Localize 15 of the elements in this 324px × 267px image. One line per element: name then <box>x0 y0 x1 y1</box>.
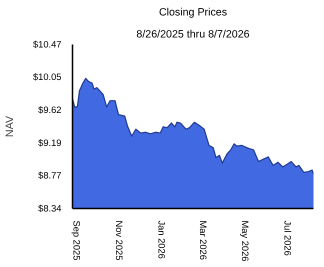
y-tick-label: $9.62 <box>38 104 62 115</box>
x-tick-label: Jan 2026 <box>156 220 167 259</box>
x-tick-label: Mar 2026 <box>198 220 208 260</box>
x-tick-label: Jul 2026 <box>282 220 293 256</box>
y-tick-label: $8.77 <box>38 170 62 180</box>
y-tick-label: $9.19 <box>38 138 62 148</box>
chart-title: Closing Prices <box>158 6 228 18</box>
x-tick-label: May 2026 <box>240 220 250 262</box>
x-tick-label: Sep 2025 <box>72 220 82 260</box>
y-tick-label: $8.34 <box>38 204 62 214</box>
chart-subtitle: 8/26/2025 thru 8/7/2026 <box>136 28 250 40</box>
y-tick-label: $10.47 <box>32 40 62 50</box>
x-tick-label: Nov 2025 <box>114 220 124 260</box>
y-tick-label: $10.05 <box>32 72 62 82</box>
y-axis-title: NAV <box>4 115 16 138</box>
